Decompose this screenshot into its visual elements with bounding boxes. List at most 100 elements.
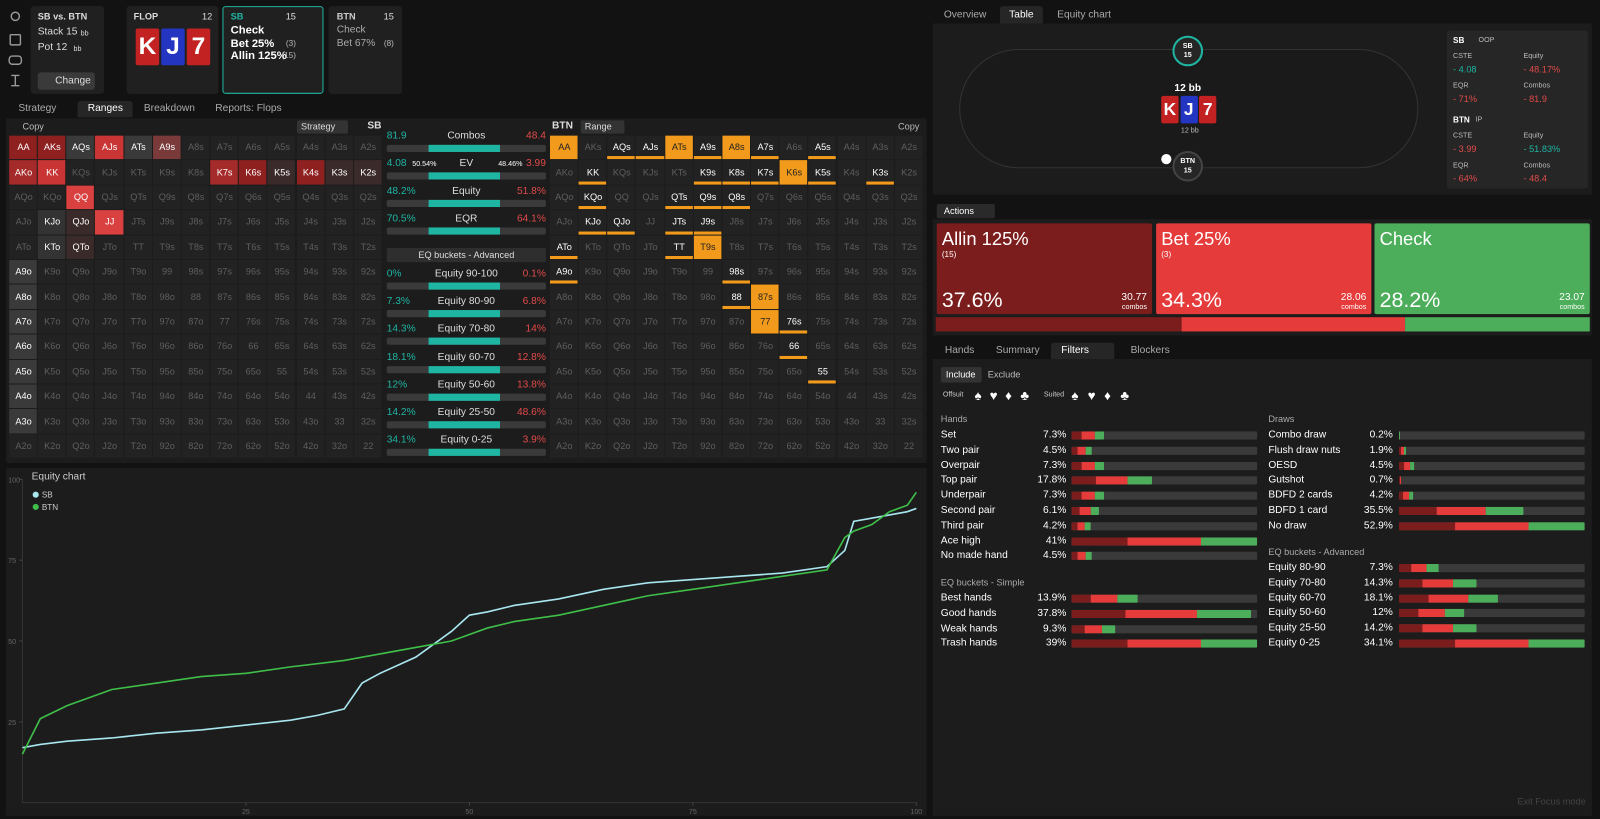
hand-cell[interactable] (808, 210, 837, 235)
hand-cell[interactable] (37, 260, 66, 284)
filter-name[interactable]: Set (940, 429, 957, 441)
hand-cell[interactable] (779, 135, 808, 160)
hand-cell[interactable] (66, 135, 95, 160)
hand-cell[interactable] (693, 235, 722, 260)
hand-cell[interactable] (152, 359, 181, 384)
hand-cell[interactable] (837, 384, 865, 409)
hand-cell[interactable] (124, 384, 152, 409)
include-button[interactable] (940, 367, 982, 383)
hand-cell[interactable] (607, 210, 636, 235)
node-panel[interactable] (222, 6, 324, 94)
suit-icon[interactable]: ♥ (989, 387, 998, 403)
hand-cell[interactable] (238, 309, 267, 334)
hand-cell[interactable] (152, 409, 181, 434)
filter-name[interactable]: Good hands (940, 607, 997, 619)
filter-name[interactable]: Equity 50-60 (1268, 607, 1326, 619)
hand-cell[interactable] (808, 434, 837, 459)
hand-cell[interactable] (9, 409, 37, 434)
hand-cell[interactable] (353, 384, 382, 409)
hand-cell[interactable] (693, 185, 722, 210)
hand-cell[interactable] (181, 135, 210, 160)
filter-name[interactable]: Underpair (940, 489, 986, 501)
hand-cell[interactable] (267, 359, 296, 384)
hand-cell[interactable] (238, 260, 267, 284)
hand-cell[interactable] (722, 334, 751, 359)
hand-cell[interactable] (37, 309, 66, 334)
hand-cell[interactable] (779, 235, 808, 260)
hand-cell[interactable] (9, 309, 37, 334)
hand-cell[interactable] (664, 309, 693, 334)
hand-cell[interactable] (267, 135, 296, 160)
hand-cell[interactable] (181, 160, 210, 185)
hand-cell[interactable] (865, 309, 894, 334)
hand-cell[interactable] (66, 359, 95, 384)
hand-cell[interactable] (865, 185, 894, 210)
hand-cell[interactable] (636, 185, 664, 210)
hand-cell[interactable] (9, 235, 37, 260)
hand-cell[interactable] (578, 185, 607, 210)
hand-cell[interactable] (751, 210, 779, 235)
hand-cell[interactable] (894, 210, 923, 235)
hand-cell[interactable] (152, 284, 181, 309)
hand-cell[interactable] (66, 309, 95, 334)
hand-cell[interactable] (837, 135, 865, 160)
filter-name[interactable]: Third pair (940, 519, 984, 532)
hand-cell[interactable] (693, 210, 722, 235)
filter-tab[interactable]: Filters (1061, 344, 1090, 356)
hand-cell[interactable] (238, 384, 267, 409)
hand-cell[interactable] (693, 135, 722, 160)
hand-cell[interactable] (607, 185, 636, 210)
hand-cell[interactable] (607, 334, 636, 359)
hand-cell[interactable] (578, 359, 607, 384)
hand-cell[interactable] (751, 160, 779, 185)
hand-cell[interactable] (722, 235, 751, 260)
hand-cell[interactable] (664, 334, 693, 359)
hand-cell[interactable] (894, 359, 923, 384)
hand-cell[interactable] (894, 284, 923, 309)
right-tab[interactable]: Table (1009, 9, 1034, 21)
hand-cell[interactable] (325, 334, 353, 359)
hand-cell[interactable] (779, 434, 808, 459)
hand-cell[interactable] (636, 309, 664, 334)
hand-cell[interactable] (894, 434, 923, 459)
hand-cell[interactable] (578, 160, 607, 185)
suit-icon[interactable]: ♠ (1071, 387, 1079, 403)
hand-cell[interactable] (296, 235, 325, 260)
hand-cell[interactable] (353, 359, 382, 384)
hand-cell[interactable] (549, 384, 578, 409)
action-box[interactable] (1374, 223, 1590, 315)
hand-cell[interactable] (152, 210, 181, 235)
hand-cell[interactable] (693, 359, 722, 384)
hand-cell[interactable] (549, 260, 578, 284)
hand-cell[interactable] (779, 284, 808, 309)
hand-cell[interactable] (808, 284, 837, 309)
tab[interactable]: Breakdown (143, 103, 195, 115)
hand-cell[interactable] (578, 235, 607, 260)
hand-cell[interactable] (37, 235, 66, 260)
hand-cell[interactable] (238, 409, 267, 434)
node-panel[interactable] (328, 6, 403, 94)
hand-cell[interactable] (607, 409, 636, 434)
copy-button[interactable]: Copy (22, 121, 44, 132)
hand-cell[interactable] (95, 284, 124, 309)
hand-cell[interactable] (578, 334, 607, 359)
hand-cell[interactable] (181, 309, 210, 334)
hand-cell[interactable] (296, 185, 325, 210)
hand-cell[interactable] (894, 260, 923, 284)
hand-cell[interactable] (751, 359, 779, 384)
hand-cell[interactable] (779, 185, 808, 210)
hand-cell[interactable] (296, 384, 325, 409)
hand-cell[interactable] (210, 160, 238, 185)
hand-cell[interactable] (837, 359, 865, 384)
hand-cell[interactable] (578, 260, 607, 284)
hand-cell[interactable] (152, 135, 181, 160)
hand-cell[interactable] (549, 334, 578, 359)
tab[interactable]: Reports: Flops (215, 103, 282, 115)
hand-cell[interactable] (66, 235, 95, 260)
hand-cell[interactable] (325, 160, 353, 185)
filter-name[interactable]: Ace high (940, 535, 981, 547)
hand-cell[interactable] (296, 309, 325, 334)
hand-cell[interactable] (751, 284, 779, 309)
hand-cell[interactable] (636, 359, 664, 384)
hand-cell[interactable] (722, 384, 751, 409)
